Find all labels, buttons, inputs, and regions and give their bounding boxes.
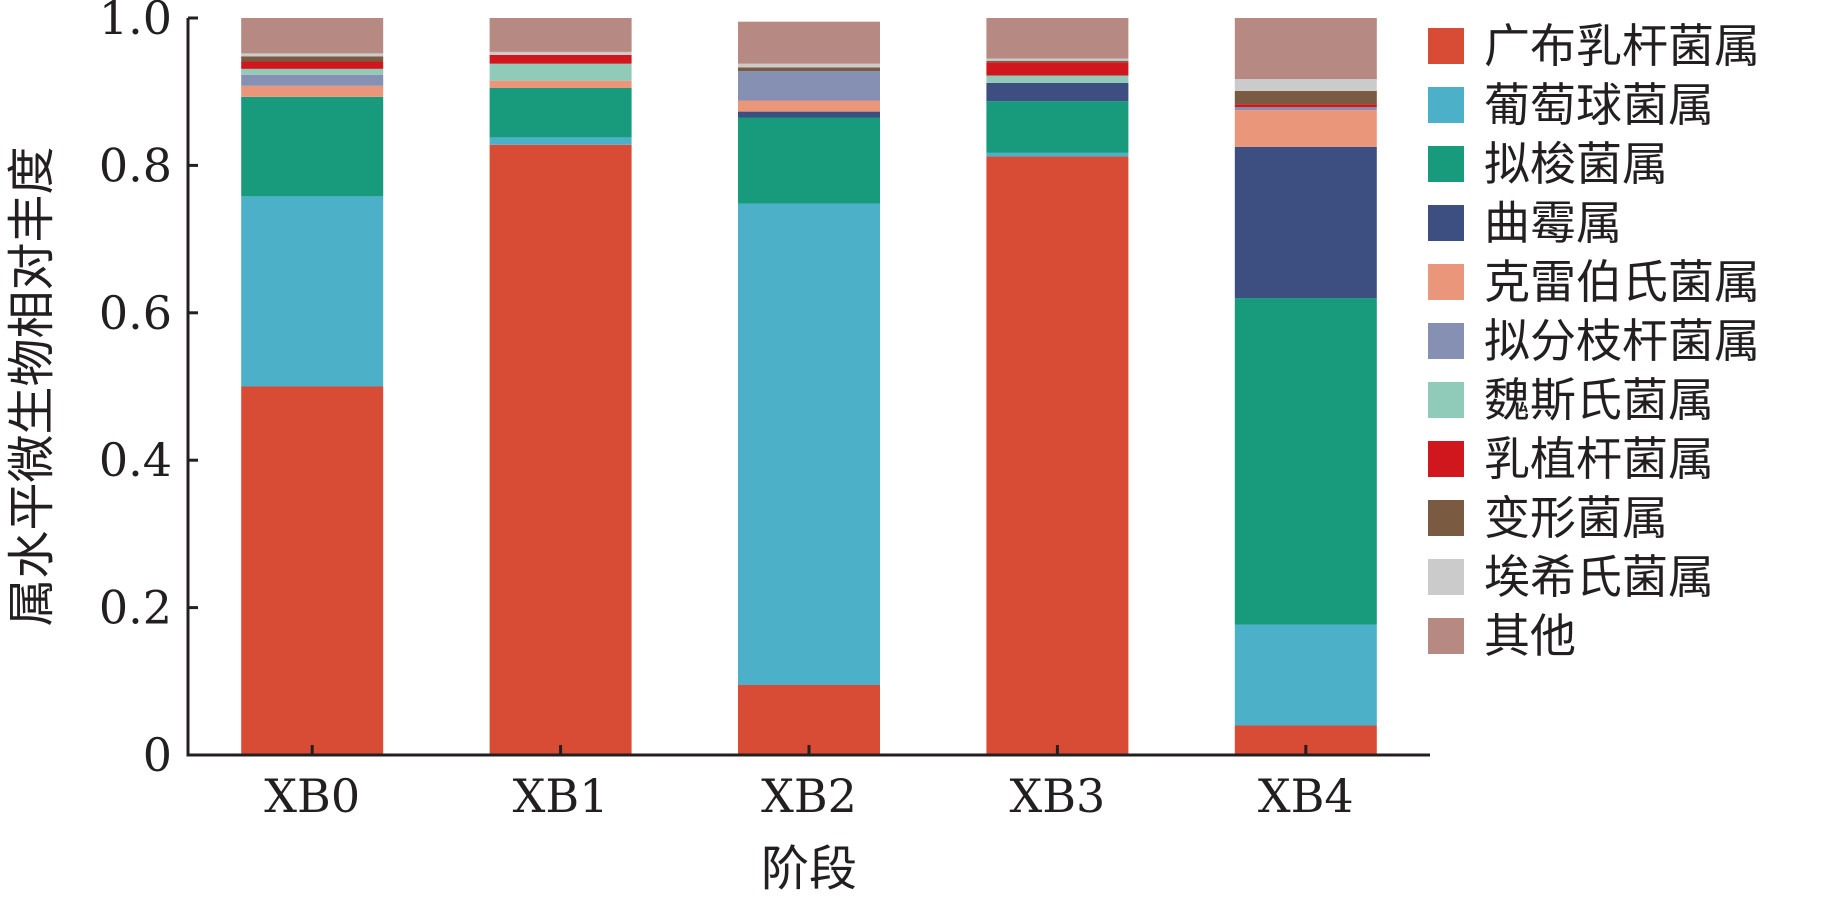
- legend-label-4: 克雷伯氏菌属: [1484, 255, 1760, 309]
- bar-segment-xb4-series-9: [1234, 79, 1377, 91]
- bar-segment-xb0-series-5: [241, 74, 384, 86]
- bar-segment-xb0-series-6: [241, 68, 384, 75]
- bar-segment-xb1-series-2: [489, 88, 632, 138]
- bar-segment-xb4-series-10: [1234, 18, 1377, 80]
- legend-swatch-5: [1428, 323, 1464, 359]
- bar-segment-xb2-series-5: [738, 71, 880, 101]
- bar-segment-xb1-series-10: [489, 18, 632, 52]
- y-tick-label: 0.8: [99, 138, 172, 192]
- legend-swatch-8: [1428, 500, 1464, 536]
- legend-label-3: 曲霉属: [1484, 196, 1622, 250]
- bar-segment-xb3-series-0: [986, 156, 1129, 755]
- bar-segment-xb0-series-1: [241, 196, 384, 387]
- bar-segment-xb1-series-6: [489, 63, 632, 81]
- legend-label-5: 拟分枝杆菌属: [1484, 314, 1760, 368]
- legend-swatch-6: [1428, 382, 1464, 418]
- legend-swatch-2: [1428, 146, 1464, 182]
- bar-segment-xb3-series-2: [986, 101, 1129, 153]
- bar-segment-xb2-series-4: [738, 100, 880, 112]
- bars-group: [241, 18, 1377, 755]
- x-tick-label-xb3: XB3: [1009, 769, 1105, 823]
- x-tick-label-xb1: XB1: [513, 769, 609, 823]
- bar-segment-xb0-series-8: [241, 56, 384, 62]
- bar-segment-xb3-series-7: [986, 62, 1129, 76]
- legend-swatch-10: [1428, 618, 1464, 654]
- bar-segment-xb0-series-2: [241, 96, 384, 197]
- legend-label-6: 魏斯氏菌属: [1484, 373, 1714, 427]
- legend: 广布乳杆菌属葡萄球菌属拟梭菌属曲霉属克雷伯氏菌属拟分枝杆菌属魏斯氏菌属乳植杆菌属…: [1428, 19, 1760, 663]
- bar-segment-xb3-series-10: [986, 18, 1129, 59]
- bar-segment-xb1-series-7: [489, 54, 632, 64]
- bar-segment-xb1-series-0: [489, 144, 632, 755]
- legend-label-2: 拟梭菌属: [1484, 137, 1668, 191]
- bar-segment-xb3-series-8: [986, 60, 1129, 63]
- bar-segment-xb0-series-7: [241, 61, 384, 69]
- bar-segment-xb1-series-4: [489, 80, 632, 89]
- bar-segment-xb4-series-7: [1234, 104, 1377, 108]
- bar-segment-xb4-series-5: [1234, 107, 1377, 111]
- bar-segment-xb4-series-8: [1234, 90, 1377, 105]
- legend-swatch-9: [1428, 559, 1464, 595]
- x-axis-title: 阶段: [761, 841, 857, 897]
- bar-segment-xb0-series-10: [241, 18, 384, 54]
- bar-segment-xb0-series-0: [241, 386, 384, 755]
- bar-segment-xb4-series-3: [1234, 146, 1377, 299]
- x-tick-label-xb2: XB2: [761, 769, 857, 823]
- legend-swatch-3: [1428, 205, 1464, 241]
- y-tick-label: 0.4: [99, 433, 172, 487]
- legend-swatch-4: [1428, 264, 1464, 300]
- bar-segment-xb3-series-1: [986, 152, 1129, 157]
- legend-label-1: 葡萄球菌属: [1484, 78, 1714, 132]
- bar-segment-xb3-series-3: [986, 82, 1129, 102]
- bar-segment-xb2-series-10: [738, 21, 880, 64]
- bar-segment-xb4-series-4: [1234, 110, 1377, 147]
- bar-segment-xb4-series-1: [1234, 624, 1377, 726]
- x-tick-label-xb4: XB4: [1258, 769, 1354, 823]
- legend-label-7: 乳植杆菌属: [1484, 432, 1714, 486]
- legend-label-0: 广布乳杆菌属: [1484, 19, 1760, 73]
- y-tick-label: 0.6: [99, 286, 172, 340]
- bar-segment-xb2-series-8: [738, 67, 880, 72]
- x-tick-label-xb0: XB0: [264, 769, 360, 823]
- legend-label-8: 变形菌属: [1484, 491, 1668, 545]
- legend-label-9: 埃希氏菌属: [1484, 550, 1714, 604]
- y-tick-label: 1.0: [99, 0, 172, 45]
- bar-segment-xb1-series-1: [489, 137, 632, 145]
- bar-segment-xb2-series-9: [738, 63, 880, 68]
- bar-segment-xb2-series-3: [738, 111, 880, 118]
- bar-segment-xb2-series-2: [738, 117, 880, 204]
- bar-segment-xb0-series-4: [241, 85, 384, 97]
- bar-segment-xb4-series-2: [1234, 298, 1377, 625]
- legend-swatch-0: [1428, 28, 1464, 64]
- y-axis-title: 属水平微生物相对丰度: [4, 146, 60, 626]
- legend-swatch-7: [1428, 441, 1464, 477]
- bar-segment-xb2-series-0: [738, 684, 880, 755]
- y-tick-label: 0: [143, 728, 172, 782]
- bar-segment-xb1-series-9: [489, 51, 632, 55]
- bar-segment-xb0-series-9: [241, 53, 384, 57]
- axes-group: XB0 XB1 XB2 XB3 XB4 0 0.2 0.4 0.6 0.8 1.0: [99, 0, 1430, 823]
- y-tick-label: 0.2: [99, 581, 172, 635]
- legend-swatch-1: [1428, 87, 1464, 123]
- bar-segment-xb2-series-1: [738, 203, 880, 685]
- bar-segment-xb3-series-6: [986, 75, 1129, 83]
- bar-segment-xb3-series-9: [986, 58, 1129, 61]
- legend-label-10: 其他: [1484, 609, 1576, 663]
